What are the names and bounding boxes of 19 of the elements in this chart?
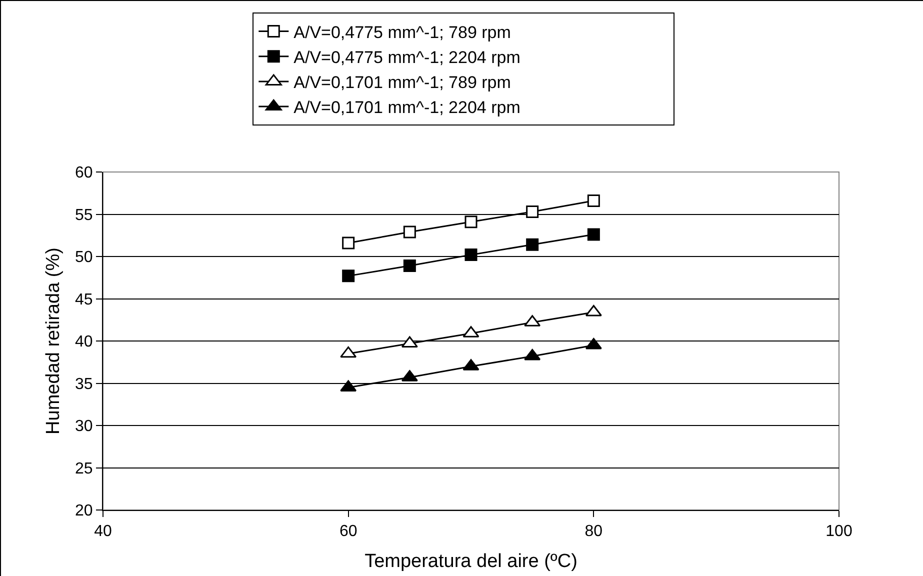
y-tick-label: 30	[75, 418, 93, 436]
x-tick-label: 80	[584, 523, 603, 540]
y-axis-title: Humedad retirada (%)	[42, 248, 64, 434]
x-axis-title: Temperatura del aire (ºC)	[364, 551, 578, 572]
legend-label: A/V=0,1701 mm^-1; 789 rpm	[294, 73, 511, 92]
y-tick-label: 50	[75, 249, 93, 266]
legend-label: A/V=0,4775 mm^-1; 789 rpm	[294, 22, 511, 42]
y-tick-label: 25	[75, 460, 93, 478]
y-tick-label: 20	[75, 502, 93, 520]
legend-label: A/V=0,4775 mm^-1; 2204 rpm	[294, 48, 520, 67]
y-tick-label: 60	[75, 164, 93, 182]
y-tick-label: 45	[75, 291, 93, 308]
y-tick-label: 55	[75, 206, 93, 224]
x-tick-label: 100	[826, 523, 852, 540]
y-tick-label: 35	[75, 376, 93, 393]
x-tick-label: 40	[94, 523, 112, 540]
legend-label: A/V=0,1701 mm^-1; 2204 rpm	[294, 98, 520, 118]
x-tick-label: 60	[339, 523, 358, 540]
y-tick-label: 40	[75, 334, 93, 351]
